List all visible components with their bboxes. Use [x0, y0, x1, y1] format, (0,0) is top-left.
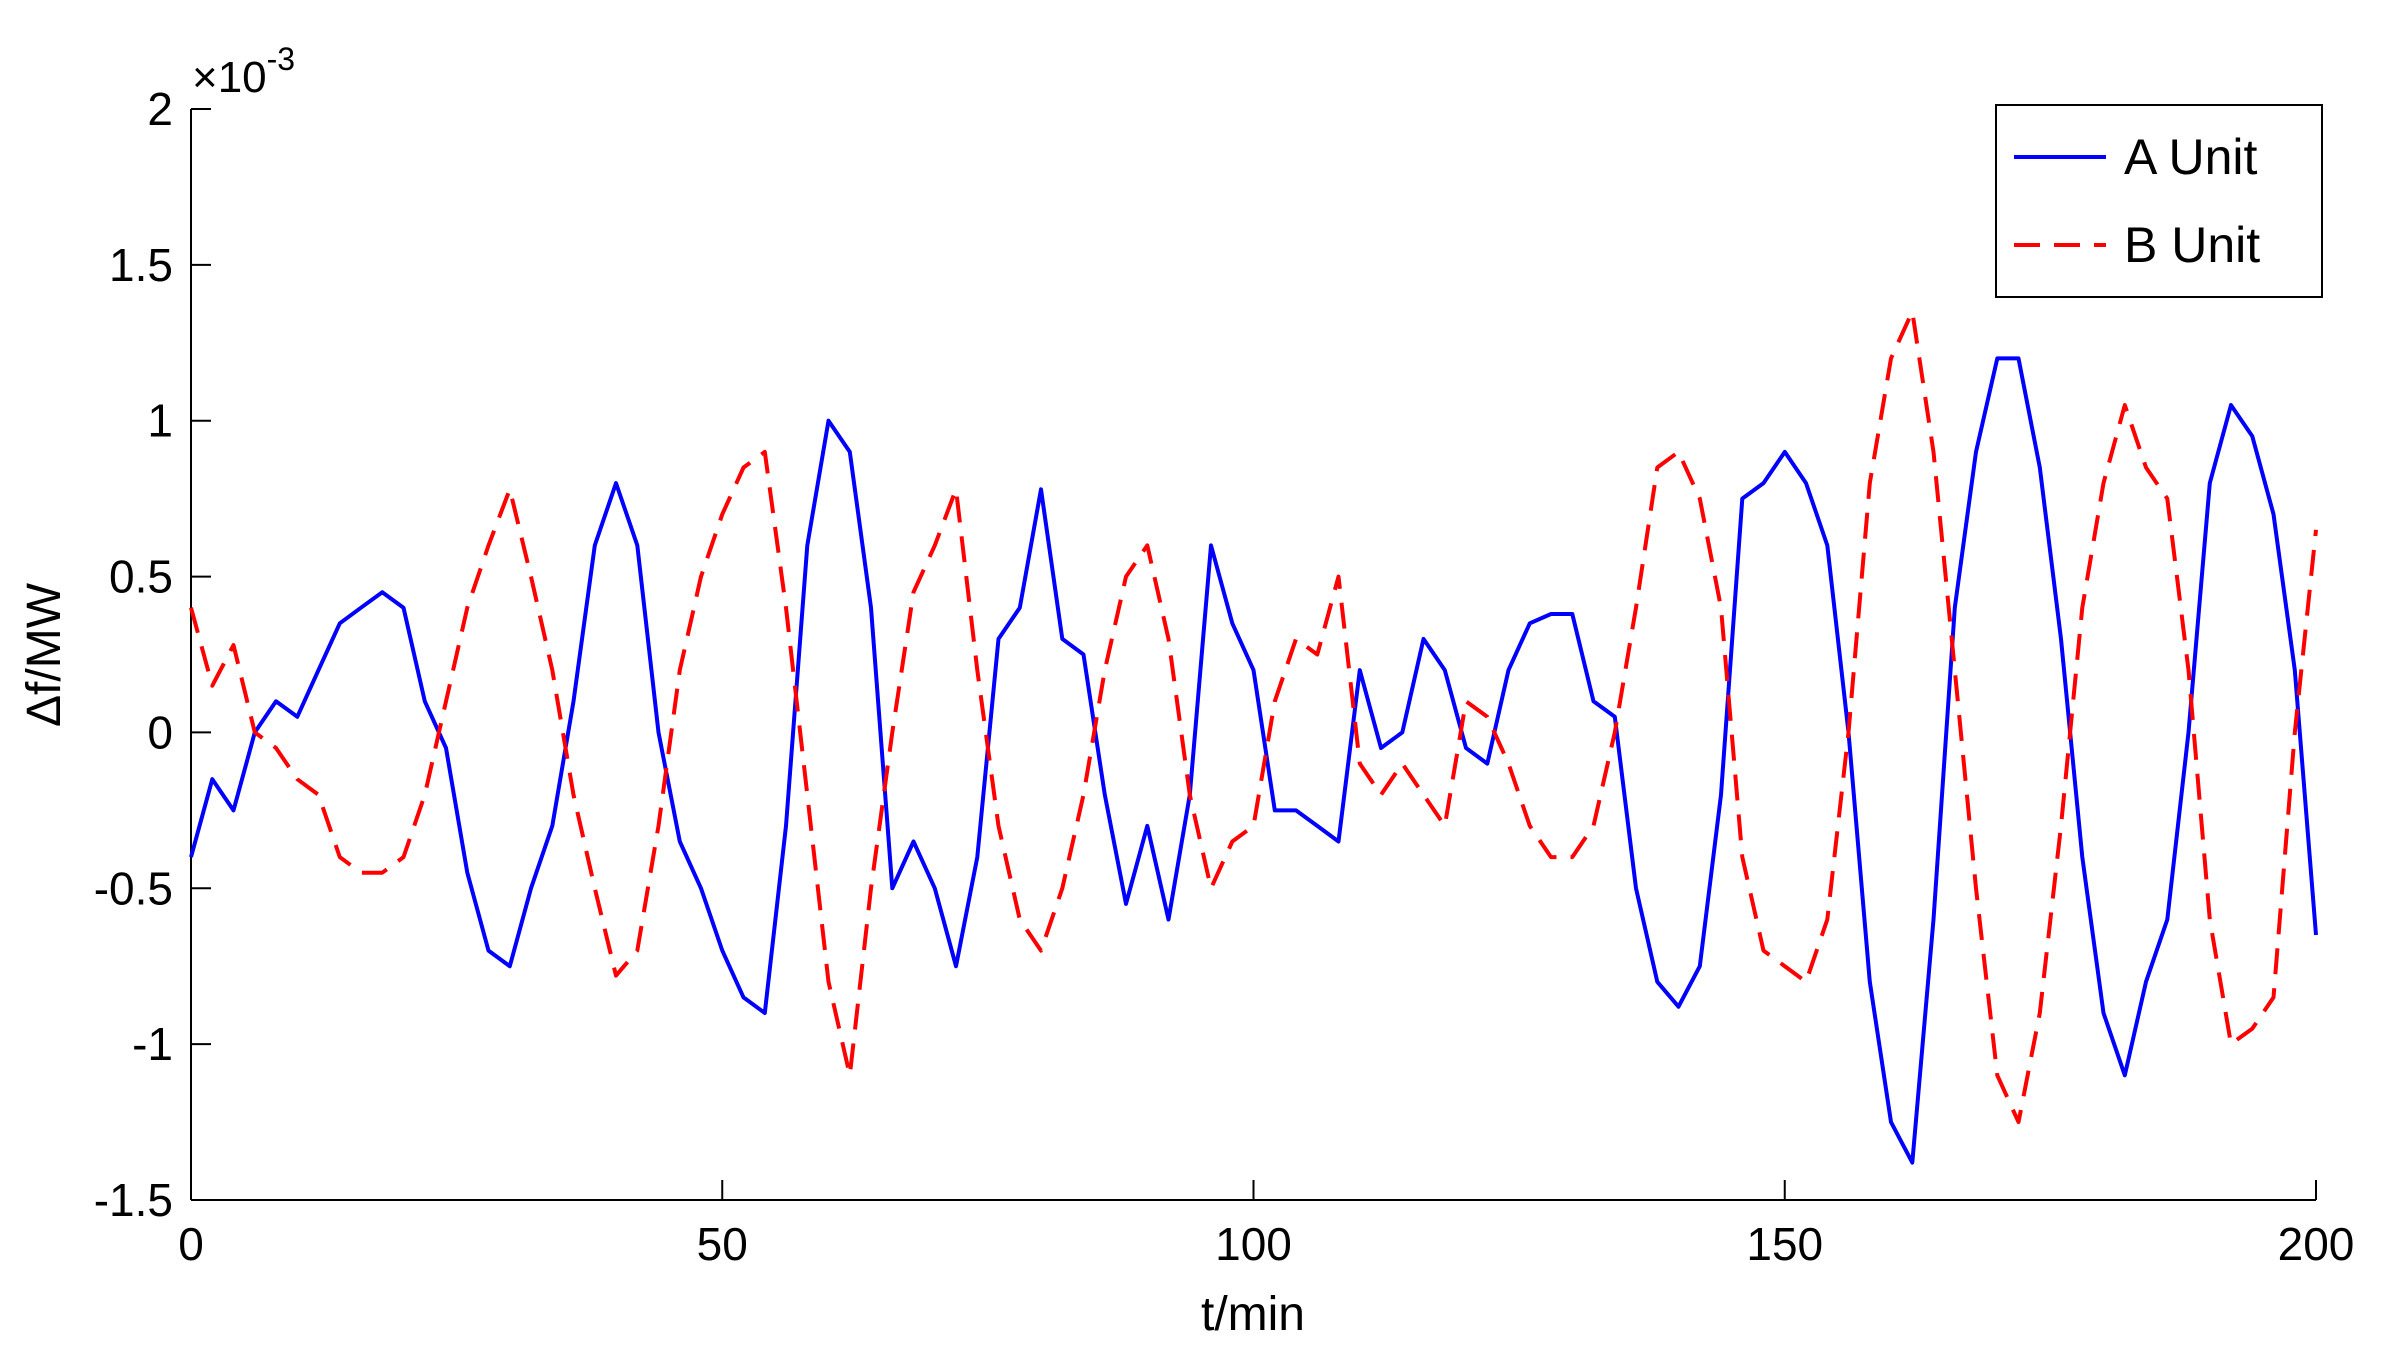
- x-axis-label: t/min: [1201, 1288, 1305, 1341]
- y-tick-label: 0.5: [109, 551, 173, 603]
- y-tick-label: 1: [147, 395, 173, 447]
- y-multiplier-exponent: -3: [267, 41, 295, 77]
- x-tick-label: 50: [697, 1218, 748, 1270]
- y-multiplier: ×10-3: [192, 41, 295, 102]
- series-line: [189, 356, 2318, 1165]
- legend-label: B Unit: [2124, 217, 2260, 273]
- x-tick-label: 150: [1746, 1218, 1823, 1270]
- series-line: [189, 309, 2318, 1125]
- y-tick-label: -0.5: [94, 862, 173, 914]
- axes: -1.5 -1 -0.5 0 0.5 1 1.5 2 0 50 100 150 200: [94, 83, 2355, 1270]
- x-tick-label: 200: [2278, 1218, 2355, 1270]
- y-axis-label: Δf/MW: [18, 582, 71, 727]
- y-tick-label: -1.5: [94, 1174, 173, 1226]
- y-multiplier-base: ×10: [192, 53, 267, 102]
- legend-box: [1995, 104, 2323, 298]
- legend: A Unit B Unit: [1995, 104, 2323, 298]
- legend-label: A Unit: [2124, 129, 2258, 185]
- plot-lines: [189, 309, 2318, 1165]
- y-tick-label: 0: [147, 706, 173, 758]
- x-tick-label: 100: [1215, 1218, 1292, 1270]
- y-tick-label: 1.5: [109, 239, 173, 291]
- y-tick-label: 2: [147, 83, 173, 135]
- x-tick-label: 0: [178, 1218, 204, 1270]
- y-tick-label: -1: [132, 1018, 173, 1070]
